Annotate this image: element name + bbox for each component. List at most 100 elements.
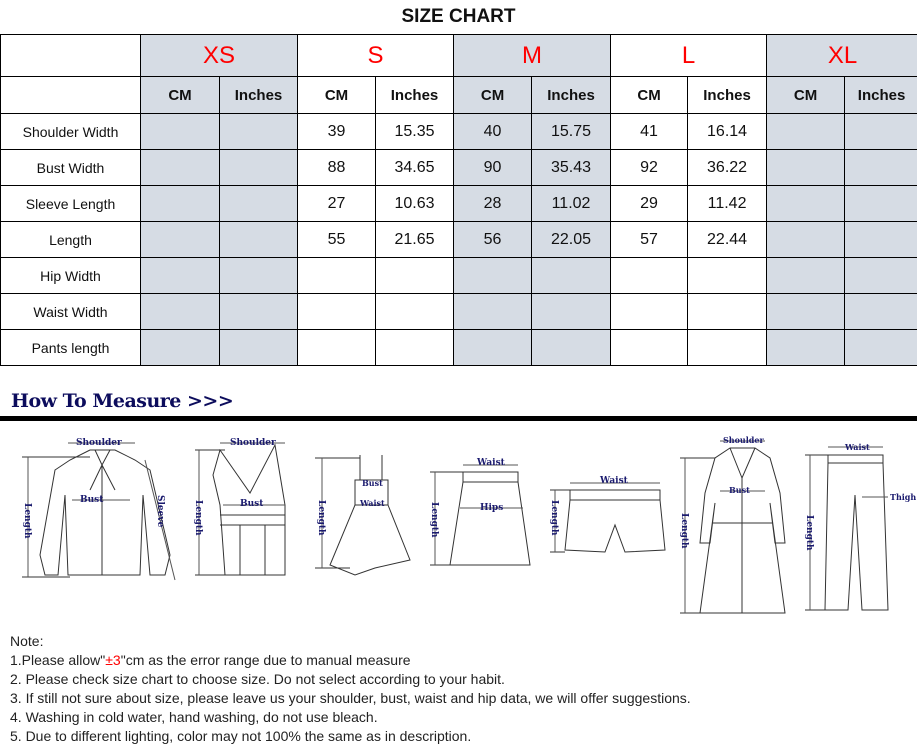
notes: Note: 1.Please allow"±3"cm as the error … bbox=[10, 632, 691, 746]
length-label: Length bbox=[193, 500, 203, 536]
length-label: Length bbox=[679, 513, 689, 549]
pants-measure-diagram: Waist Thigh Length bbox=[800, 435, 917, 615]
inches-cell bbox=[531, 293, 612, 330]
cm-cell bbox=[297, 257, 377, 294]
cm-cell: 41 bbox=[610, 113, 689, 150]
shoulder-label: Shoulder bbox=[230, 438, 276, 448]
inches-cell: 10.63 bbox=[375, 185, 455, 222]
how-to-measure-heading: How To Measure >>> bbox=[11, 390, 234, 412]
inches-cell bbox=[844, 221, 917, 258]
cm-cell bbox=[140, 293, 220, 330]
cm-cell: 92 bbox=[610, 149, 689, 186]
unit-cm: CM bbox=[766, 76, 846, 114]
cm-cell bbox=[453, 293, 533, 330]
shoulder-label: Shoulder bbox=[723, 435, 764, 445]
inches-cell bbox=[687, 257, 768, 294]
waist-label: Waist bbox=[845, 442, 870, 452]
inches-cell bbox=[844, 257, 917, 294]
cm-cell bbox=[766, 149, 846, 186]
cm-cell: 55 bbox=[297, 221, 377, 258]
row-label: Length bbox=[0, 221, 141, 258]
pants-drawing bbox=[805, 446, 889, 611]
dress-measure-diagram: Bust Waist Length bbox=[310, 450, 420, 580]
inches-cell bbox=[531, 257, 612, 294]
cm-cell bbox=[140, 149, 220, 186]
notes-heading: Note: bbox=[10, 633, 44, 649]
inches-cell bbox=[375, 257, 455, 294]
inches-cell: 16.14 bbox=[687, 113, 768, 150]
cm-cell: 56 bbox=[453, 221, 533, 258]
inches-cell: 34.65 bbox=[375, 149, 455, 186]
table-row: Bust Width 88 34.65 90 35.43 92 36.22 bbox=[0, 149, 917, 186]
cm-cell: 57 bbox=[610, 221, 689, 258]
row-label: Sleeve Length bbox=[0, 185, 141, 222]
inches-cell bbox=[531, 329, 612, 366]
inches-cell: 15.35 bbox=[375, 113, 455, 150]
table-row: Waist Width bbox=[0, 293, 917, 330]
inches-cell: 22.44 bbox=[687, 221, 768, 258]
waist-label: Waist bbox=[477, 458, 505, 468]
note-1-text: 1.Please allow" bbox=[10, 652, 106, 668]
tank-drawing bbox=[195, 442, 286, 576]
size-header-row: XS S M L XL bbox=[0, 34, 917, 77]
cm-cell bbox=[140, 221, 220, 258]
bust-label: Bust bbox=[80, 495, 104, 505]
row-label: Shoulder Width bbox=[0, 113, 141, 150]
waist-label: Waist bbox=[600, 476, 628, 486]
table-row: Length 55 21.65 56 22.05 57 22.44 bbox=[0, 221, 917, 258]
inches-cell bbox=[218, 185, 299, 222]
length-label: Length bbox=[316, 500, 326, 536]
length-label: Length bbox=[22, 503, 32, 539]
cm-cell bbox=[766, 113, 846, 150]
note-1: 1.Please allow"±3"cm as the error range … bbox=[10, 651, 691, 670]
inches-cell: 36.22 bbox=[687, 149, 768, 186]
cm-cell: 28 bbox=[453, 185, 533, 222]
corner-cell bbox=[0, 34, 141, 77]
sleeve-label: Sleeve bbox=[155, 495, 165, 528]
inches-cell bbox=[844, 149, 917, 186]
blouse-measure-diagram: Shoulder Bust Sleeve Length bbox=[10, 435, 190, 585]
unit-cm: CM bbox=[140, 76, 220, 114]
length-label: Length bbox=[429, 502, 439, 538]
bust-label: Bust bbox=[362, 478, 383, 488]
note-5: 5. Due to different lighting, color may … bbox=[10, 728, 472, 744]
size-s: S bbox=[297, 34, 455, 77]
cm-cell: 88 bbox=[297, 149, 377, 186]
cm-cell bbox=[297, 293, 377, 330]
corner-cell bbox=[0, 76, 141, 114]
unit-inches: Inches bbox=[531, 76, 612, 114]
cm-cell bbox=[766, 257, 846, 294]
inches-cell bbox=[218, 293, 299, 330]
cm-cell bbox=[453, 257, 533, 294]
blouse-drawing bbox=[22, 442, 176, 581]
size-xl: XL bbox=[766, 34, 917, 77]
unit-header-row: CM Inches CM Inches CM Inches CM Inches … bbox=[0, 76, 917, 114]
inches-cell: 11.02 bbox=[531, 185, 612, 222]
inches-cell: 15.75 bbox=[531, 113, 612, 150]
cm-cell bbox=[610, 293, 689, 330]
unit-inches: Inches bbox=[844, 76, 917, 114]
inches-cell bbox=[844, 185, 917, 222]
cm-cell bbox=[610, 329, 689, 366]
length-label: Length bbox=[549, 500, 559, 536]
shoulder-label: Shoulder bbox=[76, 438, 122, 448]
inches-cell: 35.43 bbox=[531, 149, 612, 186]
cm-cell bbox=[140, 329, 220, 366]
note-4: 4. Washing in cold water, hand washing, … bbox=[10, 709, 378, 725]
inches-cell bbox=[844, 329, 917, 366]
inches-cell: 22.05 bbox=[531, 221, 612, 258]
size-chart-table: XS S M L XL CM Inches CM Inches CM Inche… bbox=[0, 34, 917, 366]
table-row: Sleeve Length 27 10.63 28 11.02 29 11.42 bbox=[0, 185, 917, 222]
unit-cm: CM bbox=[297, 76, 377, 114]
unit-inches: Inches bbox=[218, 76, 299, 114]
coat-measure-diagram: Shoulder Bust Length bbox=[675, 433, 795, 618]
cm-cell: 27 bbox=[297, 185, 377, 222]
tank-measure-diagram: Shoulder Bust Length bbox=[185, 435, 305, 585]
cm-cell bbox=[610, 257, 689, 294]
coat-drawing bbox=[680, 440, 786, 614]
inches-cell: 11.42 bbox=[687, 185, 768, 222]
waist-label: Waist bbox=[360, 498, 385, 508]
cm-cell bbox=[140, 185, 220, 222]
table-row: Shoulder Width 39 15.35 40 15.75 41 16.14 bbox=[0, 113, 917, 150]
unit-cm: CM bbox=[610, 76, 689, 114]
